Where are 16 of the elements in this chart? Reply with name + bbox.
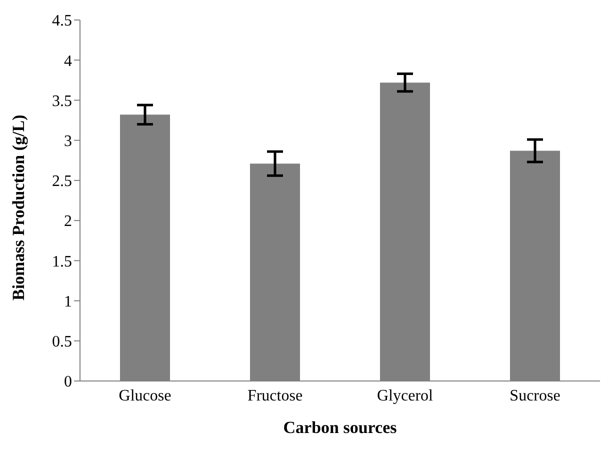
y-tick-label: 2.5 — [52, 173, 72, 190]
x-tick-label: Glucose — [118, 387, 172, 404]
y-tick-label: 1 — [64, 293, 72, 310]
x-axis-title: Carbon sources — [283, 418, 398, 437]
y-tick-label: 0 — [64, 374, 72, 391]
y-tick-label: 0.5 — [52, 334, 72, 351]
y-tick-label: 3.5 — [52, 92, 72, 110]
y-tick-label: 4 — [64, 52, 72, 70]
y-tick-label: 4.5 — [52, 12, 72, 30]
x-tick-label: Sucrose — [510, 387, 560, 404]
y-tick-label: 3 — [64, 133, 72, 150]
y-axis-title: Biomass Production (g/L) — [9, 114, 28, 300]
y-tick-label: 2 — [64, 213, 72, 230]
x-tick-label: Fructose — [247, 387, 303, 404]
y-tick-label: 1.5 — [52, 253, 72, 270]
x-tick-label: Glycerol — [377, 387, 434, 404]
